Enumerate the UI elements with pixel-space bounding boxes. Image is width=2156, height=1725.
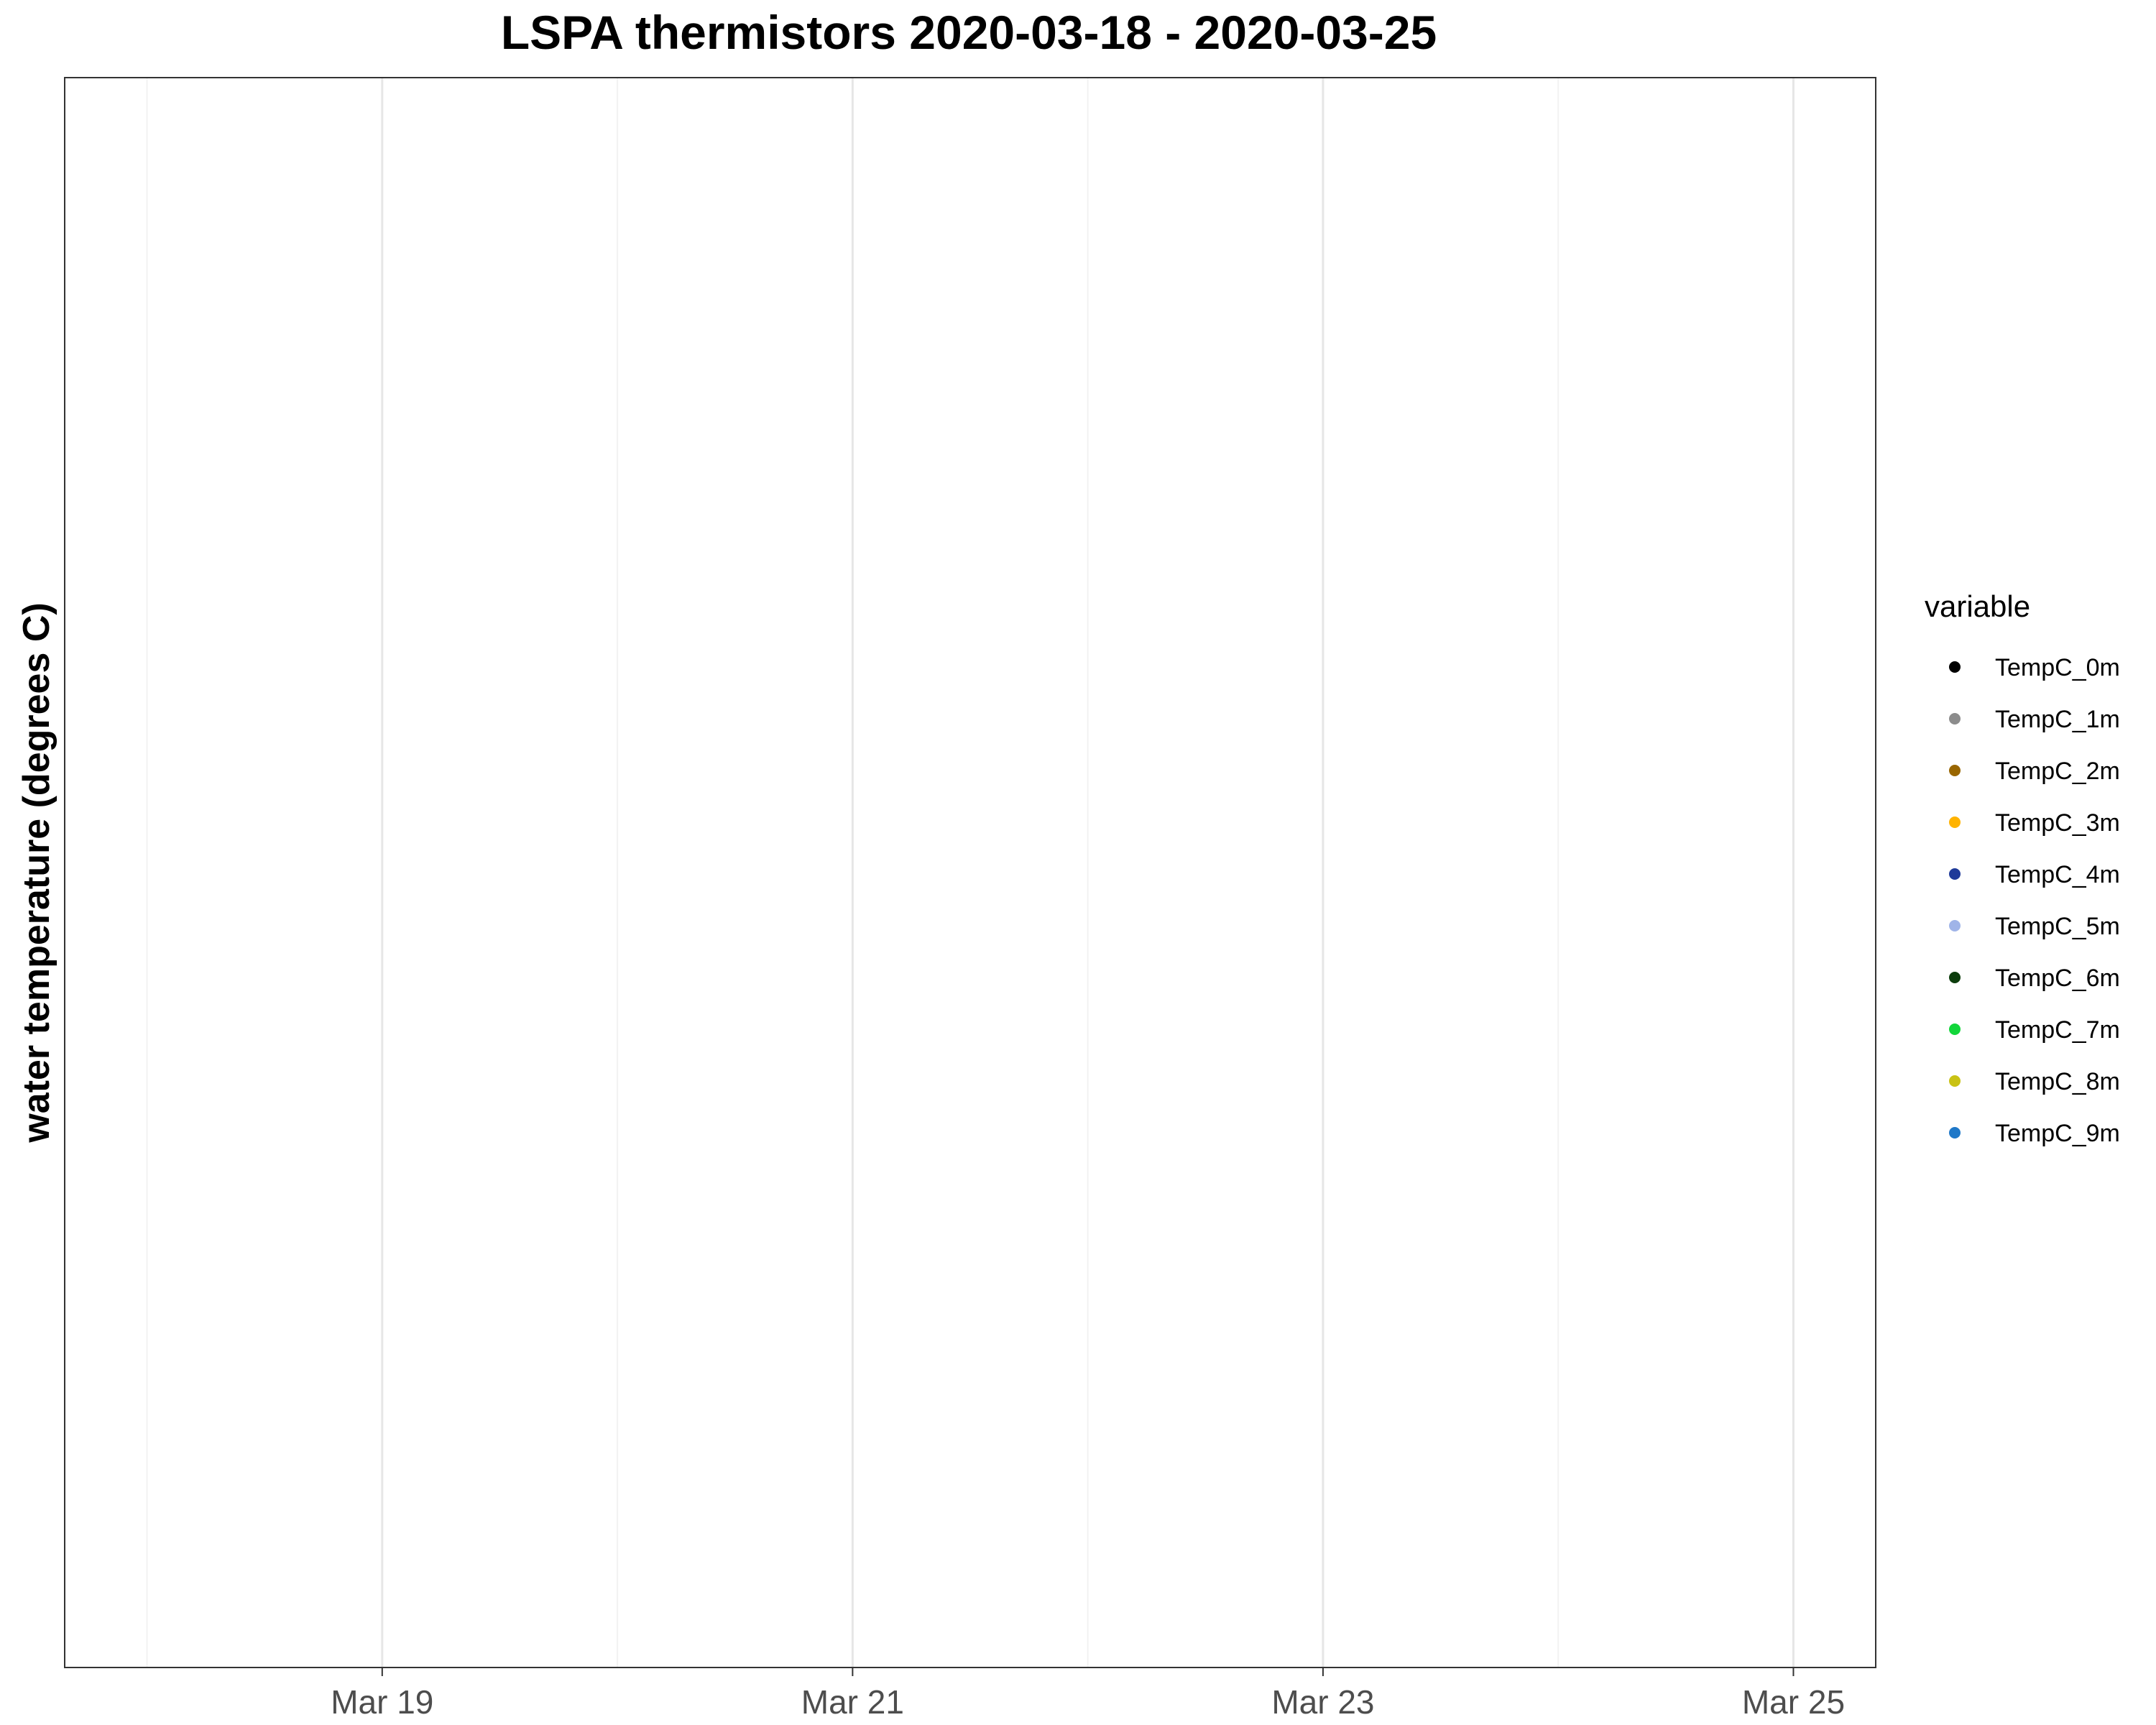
legend-key-marker: [1949, 1127, 1961, 1138]
legend-key-marker: [1949, 713, 1961, 724]
legend-key-marker: [1949, 816, 1961, 828]
legend-key-marker: [1949, 1024, 1961, 1035]
x-tick-label: Mar 23: [1271, 1683, 1374, 1721]
chart-title: LSPA thermistors 2020-03-18 - 2020-03-25: [501, 6, 1437, 59]
legend-key-marker: [1949, 920, 1961, 932]
legend-label: TempC_9m: [1995, 1120, 2120, 1147]
legend-entries: TempC_0m TempC_1m TempC_2m TempC_3m TempC_4m…: [1949, 654, 2120, 1147]
legend-key-marker: [1949, 1075, 1961, 1087]
grid-layer: [146, 78, 1795, 1668]
y-axis-label: water temperature (degrees C): [16, 602, 57, 1143]
x-axis: Mar 19 Mar 21 Mar 23 Mar 25: [331, 1668, 1845, 1721]
legend-key-marker: [1949, 765, 1961, 776]
legend-label: TempC_2m: [1995, 758, 2120, 785]
legend-label: TempC_6m: [1995, 965, 2120, 992]
legend-label: TempC_1m: [1995, 706, 2120, 733]
plot-panel: [64, 77, 1876, 1668]
x-tick-label: Mar 21: [801, 1683, 904, 1721]
x-tick-label: Mar 19: [331, 1683, 433, 1721]
legend-label: TempC_5m: [1995, 913, 2120, 940]
legend-key-marker: [1949, 972, 1961, 983]
legend-label: TempC_8m: [1995, 1068, 2120, 1095]
legend-key-marker: [1949, 868, 1961, 880]
legend-label: TempC_7m: [1995, 1016, 2120, 1044]
legend-label: TempC_0m: [1995, 654, 2120, 681]
x-tick-label: Mar 25: [1742, 1683, 1845, 1721]
legend: variable TempC_0m TempC_1m TempC_2m TempC_3…: [1925, 589, 2120, 1147]
legend-title: variable: [1925, 589, 2030, 623]
legend-label: TempC_4m: [1995, 861, 2120, 888]
legend-label: TempC_3m: [1995, 809, 2120, 837]
legend-key-marker: [1949, 661, 1961, 673]
